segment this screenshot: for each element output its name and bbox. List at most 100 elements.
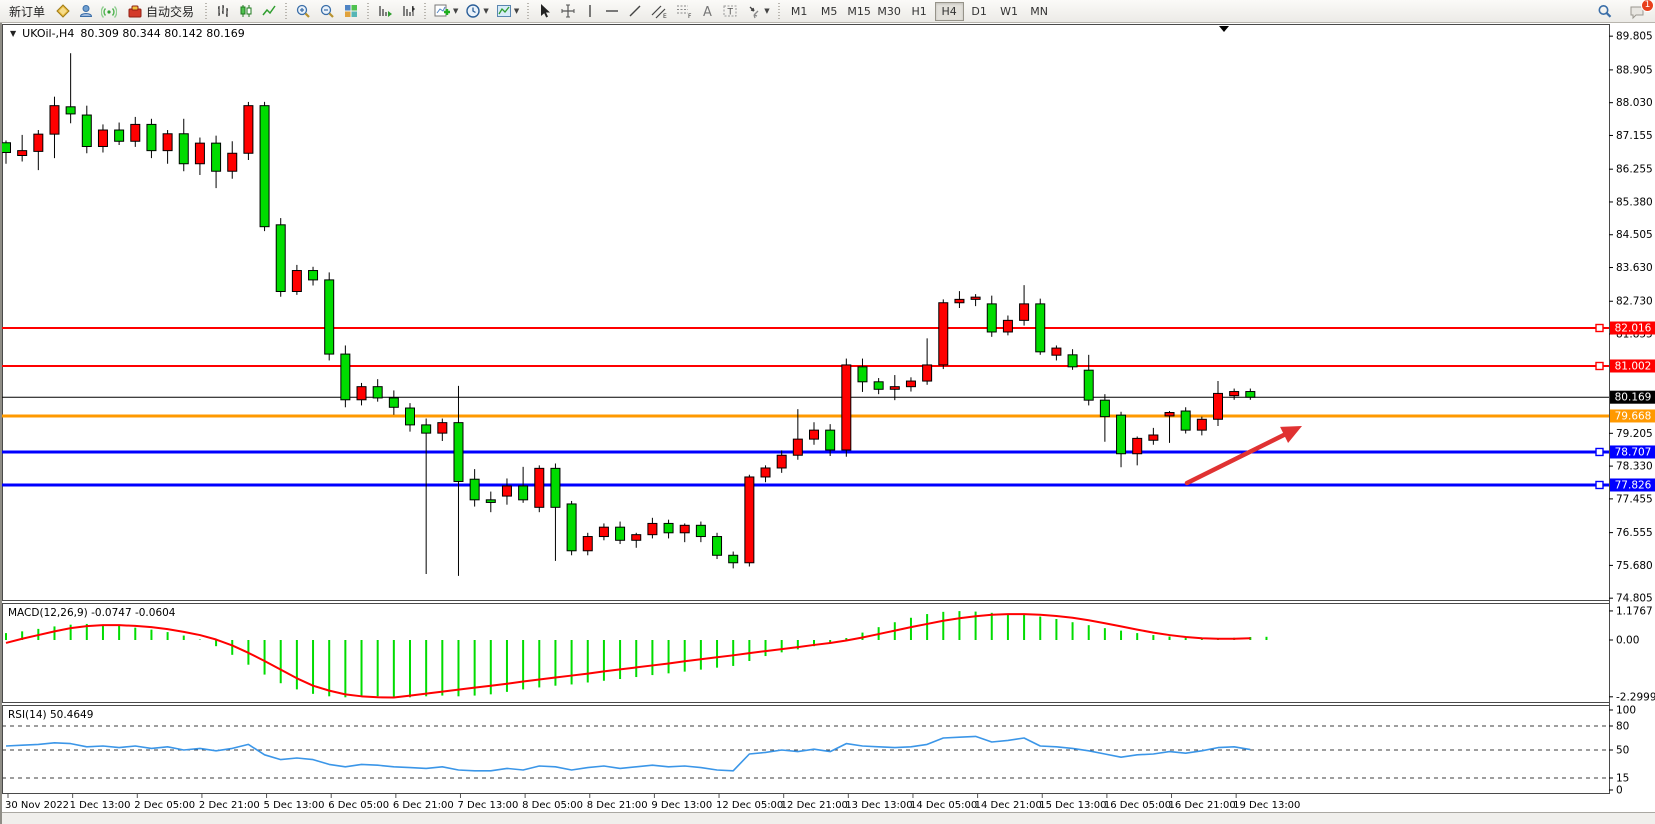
price-axis: 89.805 88.905 88.030 87.155 86.255 85.380 84.5… xyxy=(1609,31,1653,605)
tile-windows-icon xyxy=(345,5,358,17)
arrows-button[interactable]: ▼ xyxy=(743,1,772,21)
cursor-icon xyxy=(541,4,551,18)
vertical-line-icon xyxy=(589,5,591,17)
macd-name: MACD(12,26,9) xyxy=(8,607,88,619)
toolbar-separator xyxy=(283,3,290,19)
vertical-line-button[interactable] xyxy=(580,1,600,21)
add-indicator-icon xyxy=(434,4,451,17)
auto-scroll-icon xyxy=(403,6,416,16)
zoom-in-button[interactable] xyxy=(292,1,315,21)
bar-chart-button[interactable] xyxy=(212,1,234,21)
svg-text:77.826: 77.826 xyxy=(1615,479,1652,491)
price-label-boxes: 82.016 81.002 80.169 79.668 78.707 77.826 xyxy=(1610,321,1655,492)
signals-button[interactable] xyxy=(98,1,120,21)
gold-gem-icon xyxy=(56,4,70,18)
text-label-button[interactable]: T xyxy=(719,1,742,21)
svg-text:8 Dec 21:00: 8 Dec 21:00 xyxy=(587,800,648,811)
rsi-line xyxy=(5,735,1251,772)
svg-text:16 Dec 21:00: 16 Dec 21:00 xyxy=(1169,800,1236,811)
timeframe-H4[interactable]: H4 xyxy=(934,1,964,21)
timeframe-M1[interactable]: M1 xyxy=(790,4,808,18)
new-order-button[interactable]: 新订单 xyxy=(3,1,51,21)
templates-button[interactable]: ▼ xyxy=(493,1,522,21)
crosshair-button[interactable] xyxy=(557,1,579,21)
chart-area[interactable]: 89.805 88.905 88.030 87.155 86.255 85.380 84.5… xyxy=(1,23,1655,824)
macd-values: -0.0747 -0.0604 xyxy=(91,607,176,619)
timeframe-M5[interactable]: M5 xyxy=(820,4,838,18)
svg-text:82.730: 82.730 xyxy=(1616,296,1653,308)
time-axis: 30 Nov 2022 1 Dec 13:00 2 Dec 05:00 2 Dec 2… xyxy=(5,794,1300,811)
svg-text:2 Dec 05:00: 2 Dec 05:00 xyxy=(134,800,195,811)
svg-text:A: A xyxy=(703,5,712,19)
svg-text:9 Dec 13:00: 9 Dec 13:00 xyxy=(651,800,712,811)
svg-text:8 Dec 05:00: 8 Dec 05:00 xyxy=(522,800,583,811)
svg-text:0.00: 0.00 xyxy=(1616,635,1639,647)
bottom-strip xyxy=(2,813,1655,824)
period-selector-button[interactable]: ▼ xyxy=(462,1,491,21)
horizontal-line-button[interactable] xyxy=(601,1,623,21)
zoom-out-button[interactable] xyxy=(316,1,339,21)
candlestick-chart-button[interactable] xyxy=(235,1,257,21)
charts-gold-icon[interactable] xyxy=(52,1,74,21)
notifications-button[interactable]: 1 xyxy=(1626,0,1654,22)
shift-chart-end-button[interactable] xyxy=(374,1,396,21)
fibonacci-button[interactable]: F xyxy=(672,1,696,21)
horizontal-lines xyxy=(2,323,1609,490)
rsi-indicator-label: RSI(14) 50.4649 xyxy=(8,709,93,721)
equidistant-channel-button[interactable]: E xyxy=(647,1,671,21)
cursor-button[interactable] xyxy=(534,1,556,21)
timeframe-MN[interactable]: MN xyxy=(1030,4,1048,18)
chart-info-line: ▼ UKOil-,H4 80.309 80.344 80.142 80.169 xyxy=(10,27,245,40)
svg-text:79.205: 79.205 xyxy=(1616,428,1653,440)
svg-text:100: 100 xyxy=(1616,705,1636,717)
trendline-button[interactable] xyxy=(624,1,646,21)
svg-text:12 Dec 05:00: 12 Dec 05:00 xyxy=(716,800,783,811)
arrows-icon xyxy=(749,6,759,19)
chart-window: ▼ UKOil-,H4 80.309 80.344 80.142 80.169 … xyxy=(0,23,1655,824)
svg-text:50: 50 xyxy=(1616,745,1629,757)
macd-panel xyxy=(2,603,1610,703)
chart-menu-arrow-icon[interactable]: ▼ xyxy=(10,29,17,38)
rsi-value: 50.4649 xyxy=(49,709,94,721)
svg-text:19 Dec 13:00: 19 Dec 13:00 xyxy=(1233,800,1300,811)
search-button[interactable] xyxy=(1593,2,1616,22)
add-indicator-button[interactable]: ▼ xyxy=(431,1,461,21)
svg-text:14 Dec 21:00: 14 Dec 21:00 xyxy=(975,800,1042,811)
svg-text:74.805: 74.805 xyxy=(1616,593,1653,605)
chart-symbol-period: UKOil-,H4 xyxy=(22,27,75,40)
search-icon xyxy=(1598,5,1612,18)
profile-button[interactable] xyxy=(75,1,97,21)
auto-scroll-button[interactable] xyxy=(397,1,419,21)
signal-icon xyxy=(101,6,118,18)
timeframe-D1[interactable]: D1 xyxy=(971,4,987,18)
timeframe-group: M1 M5 M15 M30 H1 H4 D1 W1 MN xyxy=(785,1,1054,21)
svg-text:-2.2999: -2.2999 xyxy=(1616,691,1655,703)
dropdown-caret: ▼ xyxy=(453,7,459,15)
text-button[interactable]: A xyxy=(697,1,718,21)
svg-text:89.805: 89.805 xyxy=(1616,31,1653,43)
timeframe-H1[interactable]: H1 xyxy=(911,4,927,18)
dropdown-caret: ▼ xyxy=(483,7,489,15)
fibonacci-icon: F xyxy=(677,5,692,19)
profile-icon xyxy=(80,5,93,17)
svg-text:0: 0 xyxy=(1616,785,1623,797)
line-chart-button[interactable] xyxy=(258,1,280,21)
svg-text:7 Dec 13:00: 7 Dec 13:00 xyxy=(457,800,518,811)
toolbar-separator xyxy=(365,3,372,19)
svg-text:83.630: 83.630 xyxy=(1616,262,1653,274)
auto-trading-label: 自动交易 xyxy=(146,4,195,19)
auto-trading-button[interactable]: 自动交易 xyxy=(121,1,200,21)
svg-text:80.169: 80.169 xyxy=(1615,392,1652,404)
svg-text:6 Dec 21:00: 6 Dec 21:00 xyxy=(393,800,454,811)
timeframe-W1[interactable]: W1 xyxy=(1000,4,1019,18)
chart-ohlc-values: 80.309 80.344 80.142 80.169 xyxy=(80,27,245,40)
svg-text:T: T xyxy=(727,8,734,18)
svg-text:2 Dec 21:00: 2 Dec 21:00 xyxy=(199,800,260,811)
bar-chart-icon xyxy=(218,5,229,17)
trend-arrow xyxy=(1184,426,1302,486)
new-order-label: 新订单 xyxy=(9,4,46,19)
zoom-in-icon xyxy=(296,4,310,18)
tile-windows-button[interactable] xyxy=(340,1,362,21)
timeframe-M15[interactable]: M15 xyxy=(847,4,871,18)
timeframe-M30[interactable]: M30 xyxy=(877,4,901,18)
